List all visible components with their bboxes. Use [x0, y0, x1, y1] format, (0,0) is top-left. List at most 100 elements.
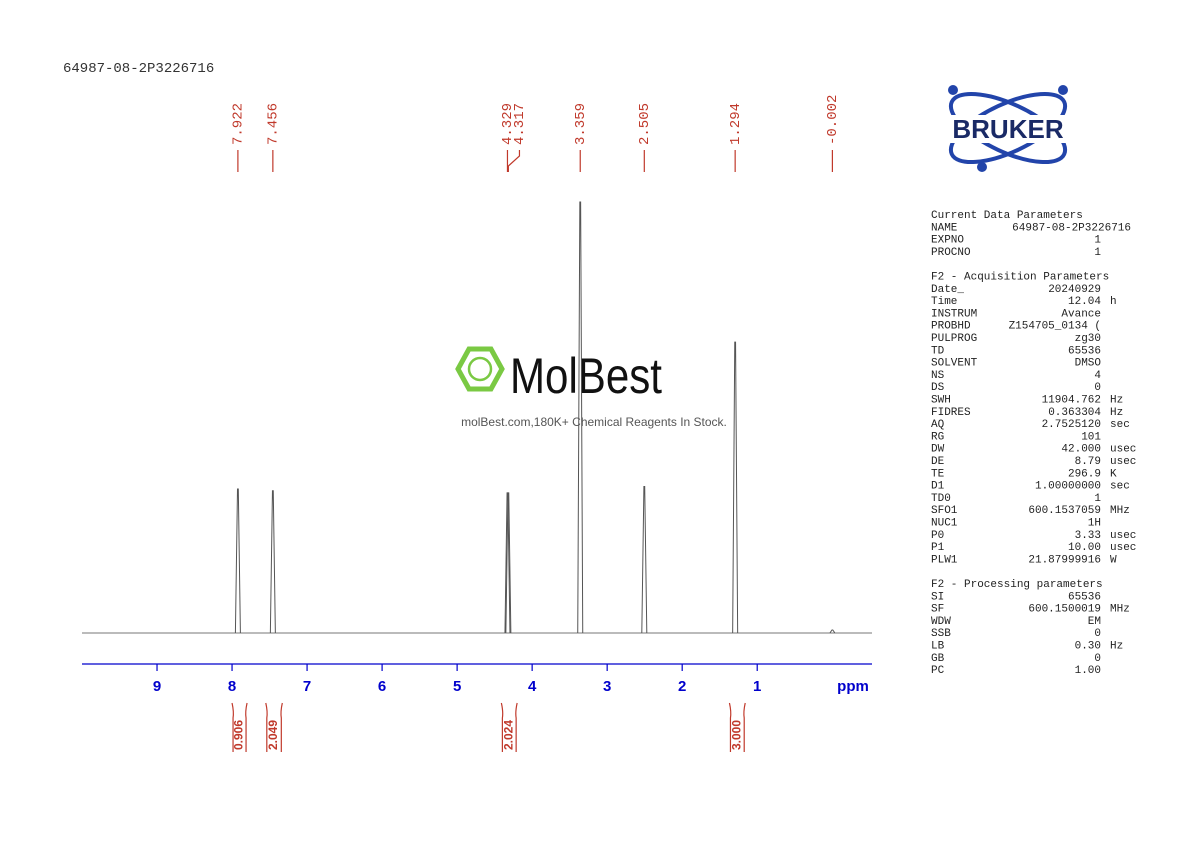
param-unit: Hz: [1110, 407, 1123, 419]
param-unit: MHz: [1110, 505, 1130, 517]
param-value: 1H: [1088, 518, 1101, 530]
integral-label: 2.024: [501, 720, 515, 750]
peak-label: 1.294: [728, 103, 744, 145]
param-name: P0: [931, 530, 944, 542]
peak-label: 3.359: [573, 103, 589, 145]
x-tick-label: 8: [228, 678, 236, 695]
param-name: FIDRES: [931, 407, 971, 419]
param-name: LB: [931, 641, 945, 653]
param-value: 0.363304: [1048, 407, 1101, 419]
integral-bracket: [265, 702, 283, 752]
x-tick-label: 1: [753, 678, 761, 695]
param-value: 1.00000000: [1035, 481, 1101, 493]
watermark-icon: [467, 356, 493, 382]
param-unit: MHz: [1110, 604, 1130, 616]
peak: [505, 492, 512, 634]
param-name: TD: [931, 345, 945, 357]
integral-bracket: [728, 702, 746, 752]
param-name: SI: [931, 591, 944, 603]
peak-label: -0.002: [825, 95, 841, 145]
integral-bracket: [500, 702, 518, 752]
param-value: 3.33: [1075, 530, 1101, 542]
param-name: NAME: [931, 222, 958, 234]
param-unit: W: [1110, 554, 1117, 566]
param-value: DMSO: [1075, 358, 1102, 370]
peak: [829, 629, 836, 634]
param-unit: usec: [1110, 530, 1136, 542]
param-value: 0.30: [1075, 641, 1101, 653]
section-title: F2 - Acquisition Parameters: [931, 272, 1109, 284]
watermark-icon: [455, 346, 505, 392]
param-value: 101: [1081, 431, 1101, 443]
param-unit: usec: [1110, 542, 1136, 554]
param-value: 1: [1094, 247, 1101, 259]
x-tick-label: 6: [378, 678, 386, 695]
param-value: 65536: [1068, 345, 1101, 357]
watermark-tagline: molBest.com,180K+ Chemical Reagents In S…: [461, 415, 727, 429]
logo-band: [922, 115, 1094, 143]
param-unit: sec: [1110, 419, 1130, 431]
peak: [234, 488, 241, 634]
peak-label: 2.505: [637, 103, 653, 145]
param-value: 11904.762: [1042, 395, 1101, 407]
watermark-name: MolBest: [510, 348, 662, 404]
param-unit: h: [1110, 296, 1117, 308]
param-name: PLW1: [931, 554, 958, 566]
peak: [641, 485, 648, 634]
param-name: PROCNO: [931, 247, 971, 259]
param-name: GB: [931, 653, 945, 665]
param-name: DW: [931, 444, 945, 456]
param-name: DE: [931, 456, 945, 468]
param-value: 0: [1094, 382, 1101, 394]
param-name: D1: [931, 481, 945, 493]
x-axis-label: ppm: [837, 678, 869, 695]
param-value: 1.00: [1075, 665, 1101, 677]
param-name: RG: [931, 431, 944, 443]
param-value: 296.9: [1068, 468, 1101, 480]
param-name: NS: [931, 370, 945, 382]
logo-dot: [977, 162, 987, 172]
section-title: F2 - Processing parameters: [931, 579, 1103, 591]
param-name: AQ: [931, 419, 945, 431]
x-tick-label: 4: [528, 678, 537, 695]
param-name: SWH: [931, 395, 951, 407]
param-name: TE: [931, 468, 945, 480]
logo-dot: [1058, 85, 1068, 95]
param-unit: sec: [1110, 481, 1130, 493]
peak-label: 7.922: [231, 103, 247, 145]
param-name: TD0: [931, 493, 951, 505]
peak: [269, 490, 276, 634]
x-tick-label: 3: [603, 678, 611, 695]
x-tick-label: 7: [303, 678, 311, 695]
param-name: WDW: [931, 616, 951, 628]
integral-bracket: [231, 702, 248, 752]
param-value: 21.87999916: [1028, 554, 1101, 566]
param-name: PROBHD: [931, 321, 971, 333]
logo-text: BRUKER: [952, 114, 1063, 144]
param-value: 12.04: [1068, 296, 1101, 308]
param-value: 0: [1094, 628, 1101, 640]
logo-orbit: [948, 91, 1068, 165]
param-name: PULPROG: [931, 333, 977, 345]
param-name: NUC1: [931, 518, 958, 530]
param-value: 65536: [1068, 591, 1101, 603]
param-name: P1: [931, 542, 945, 554]
param-value: 1: [1094, 493, 1101, 505]
param-name: PC: [931, 665, 945, 677]
param-name: Date_: [931, 284, 964, 296]
param-value: 10.00: [1068, 542, 1101, 554]
param-value: 600.1537059: [1028, 505, 1101, 517]
logo-orbit: [948, 91, 1068, 165]
param-value: EM: [1088, 616, 1101, 628]
param-value: Z154705_0134 (: [1009, 321, 1101, 333]
param-unit: K: [1110, 468, 1117, 480]
param-name: SSB: [931, 628, 951, 640]
param-value: 20240929: [1048, 284, 1101, 296]
param-value: 42.000: [1061, 444, 1101, 456]
param-name: SFO1: [931, 505, 958, 517]
peak: [732, 341, 739, 634]
param-name: DS: [931, 382, 945, 394]
param-value: zg30: [1075, 333, 1101, 345]
peak: [577, 201, 584, 634]
